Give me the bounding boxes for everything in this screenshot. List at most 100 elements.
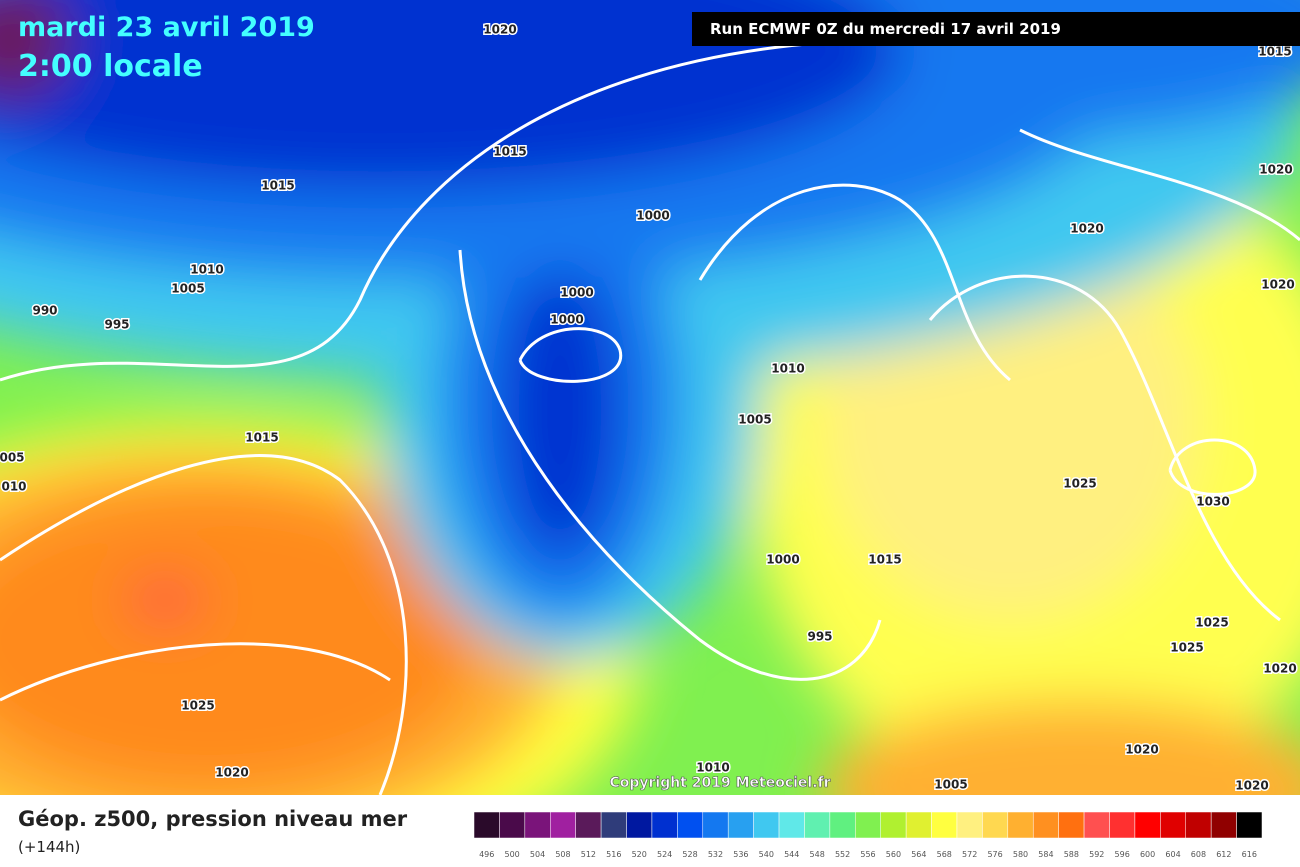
scale-swatch bbox=[804, 811, 831, 839]
scale-swatch bbox=[905, 811, 932, 839]
scale-swatch bbox=[880, 811, 907, 839]
scale-label: 544 bbox=[784, 850, 799, 859]
scale-label: 504 bbox=[530, 850, 545, 859]
isobar-label: 1025 bbox=[1063, 477, 1096, 491]
scale-swatch bbox=[702, 811, 729, 839]
isobar-label: 1000 bbox=[560, 286, 593, 300]
scale-label: 532 bbox=[708, 850, 723, 859]
run-box bbox=[692, 12, 1300, 46]
scale-label: 616 bbox=[1242, 850, 1257, 859]
scale-swatch bbox=[1058, 811, 1085, 839]
isobar-label: 005 bbox=[0, 451, 25, 465]
isobar-label: 1015 bbox=[493, 145, 526, 159]
scale-swatch bbox=[1236, 811, 1263, 839]
scale-swatch bbox=[1109, 811, 1136, 839]
scale-label: 508 bbox=[555, 850, 570, 859]
isobar-label: 1020 bbox=[1235, 779, 1268, 793]
isobar-label: 1015 bbox=[261, 179, 294, 193]
scale-label: 560 bbox=[886, 850, 901, 859]
isobar-label: 995 bbox=[807, 630, 832, 644]
scale-swatch bbox=[1032, 811, 1059, 839]
scale-swatch bbox=[855, 811, 881, 839]
isobar-label: 1020 bbox=[1125, 743, 1158, 757]
scale-label: 600 bbox=[1140, 850, 1155, 859]
isobar-label: 1000 bbox=[766, 553, 799, 567]
scale-label: 528 bbox=[682, 850, 697, 859]
scale-label: 552 bbox=[835, 850, 850, 859]
scale-label: 608 bbox=[1191, 850, 1206, 859]
scale-swatch bbox=[499, 811, 526, 839]
isobar-label: 1000 bbox=[636, 209, 669, 223]
scale-label: 596 bbox=[1115, 850, 1130, 859]
copyright: Copyright 2019 Meteociel.fr bbox=[609, 775, 830, 791]
isobar-label: 1005 bbox=[171, 282, 204, 296]
isobar-label: 1005 bbox=[738, 413, 771, 427]
scale-label: 520 bbox=[632, 850, 647, 859]
scale-swatch bbox=[1134, 811, 1161, 839]
date: mardi 23 avril 2019 bbox=[18, 12, 315, 43]
scale-label: 588 bbox=[1064, 850, 1079, 859]
isobar-label: 1020 bbox=[483, 23, 516, 37]
scale-swatch bbox=[1083, 811, 1110, 839]
scale-swatch bbox=[829, 811, 856, 839]
isobar-label: 1010 bbox=[696, 761, 729, 775]
scale-swatch bbox=[1007, 811, 1034, 839]
isobar-label: 1015 bbox=[868, 553, 901, 567]
scale-swatch bbox=[727, 811, 754, 839]
scale-swatch bbox=[778, 811, 805, 839]
scale-label: 576 bbox=[987, 850, 1002, 859]
scale-label: 516 bbox=[606, 850, 621, 859]
scale-swatch bbox=[550, 811, 576, 839]
scale-label: 580 bbox=[1013, 850, 1028, 859]
isobar-label: 1015 bbox=[1258, 45, 1291, 59]
scale-label: 584 bbox=[1038, 850, 1053, 859]
isobar-label: 990 bbox=[32, 304, 57, 318]
isobar-label: 010 bbox=[1, 480, 26, 494]
isobar-label: 1020 bbox=[1261, 278, 1294, 292]
scale-label: 548 bbox=[810, 850, 825, 859]
scale-swatch bbox=[575, 811, 602, 839]
isobar-label: 1010 bbox=[771, 362, 804, 376]
scale-swatch bbox=[600, 811, 627, 839]
isobar-label: 1000 bbox=[550, 313, 583, 327]
scale-swatch bbox=[1160, 811, 1186, 839]
scale-swatch bbox=[1210, 811, 1237, 839]
scale-swatch bbox=[524, 811, 551, 839]
isobar-label: 1015 bbox=[245, 431, 278, 445]
lead-time: (+144h) bbox=[18, 838, 80, 856]
scale-label: 556 bbox=[860, 850, 875, 859]
scale-swatch bbox=[931, 811, 958, 839]
scale-swatch bbox=[753, 811, 780, 839]
isobar-label: 1020 bbox=[215, 766, 248, 780]
isobar-label: 1020 bbox=[1263, 662, 1296, 676]
run-info: Run ECMWF 0Z du mercredi 17 avril 2019 bbox=[710, 20, 1061, 38]
time: 2:00 locale bbox=[18, 49, 203, 84]
isobar-label: 1020 bbox=[1259, 163, 1292, 177]
isobar-label: 1010 bbox=[190, 263, 223, 277]
isobar-label: 1025 bbox=[181, 699, 214, 713]
legend-title: Géop. z500, pression niveau mer bbox=[18, 807, 408, 831]
scale-label: 568 bbox=[937, 850, 952, 859]
isobar-label: 1005 bbox=[934, 778, 967, 792]
scale-swatch bbox=[1185, 811, 1212, 839]
scale-label: 612 bbox=[1216, 850, 1231, 859]
isobar-label: 1030 bbox=[1196, 495, 1229, 509]
scale-label: 592 bbox=[1089, 850, 1104, 859]
isobar-label: 1025 bbox=[1170, 641, 1203, 655]
isobar-label: 995 bbox=[104, 318, 129, 332]
scale-label: 540 bbox=[759, 850, 774, 859]
scale-label: 500 bbox=[504, 850, 519, 859]
scale-swatch bbox=[677, 811, 704, 839]
scale-label: 496 bbox=[479, 850, 494, 859]
scale-swatch bbox=[982, 811, 1009, 839]
scale-label: 524 bbox=[657, 850, 672, 859]
scale-swatch bbox=[473, 811, 500, 839]
scale-swatch bbox=[651, 811, 678, 839]
scale-label: 604 bbox=[1165, 850, 1180, 859]
scale-label: 512 bbox=[581, 850, 596, 859]
scale-label: 564 bbox=[911, 850, 926, 859]
scale-swatch bbox=[956, 811, 983, 839]
